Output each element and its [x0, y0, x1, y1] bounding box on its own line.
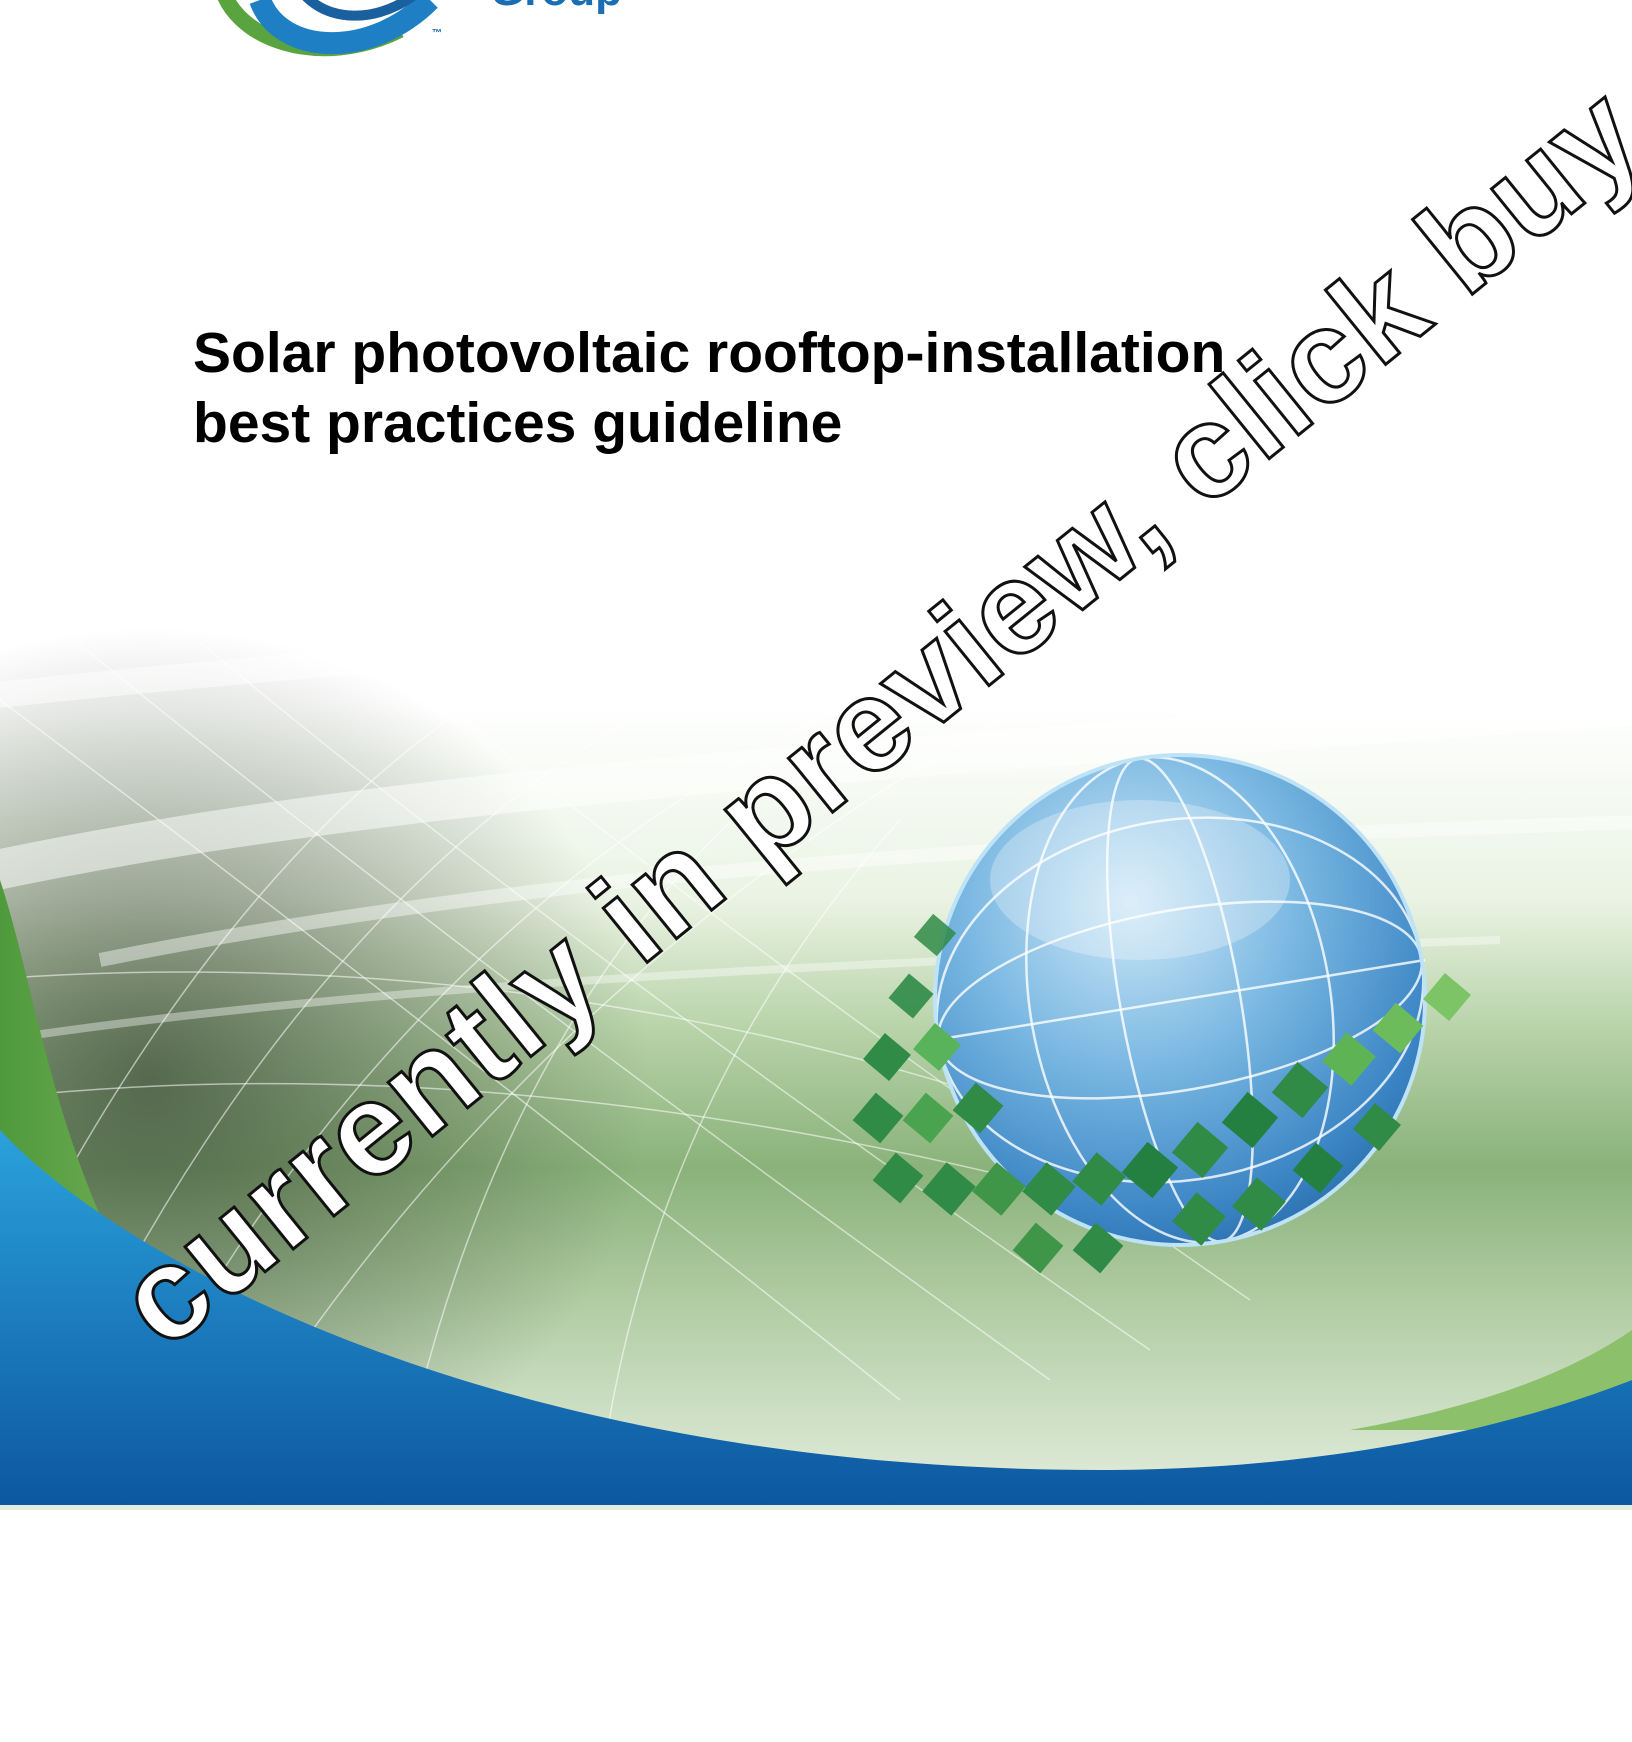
blue-wave-band [0, 1130, 1632, 1505]
group-logo [200, 0, 480, 70]
logo-emblem [218, 0, 438, 57]
document-title: Solar photovoltaic rooftop-installation … [193, 318, 1493, 458]
mesh-lines [0, 579, 1251, 1501]
logo-wordmark: Group [490, 0, 622, 16]
trademark-mark: ™ [432, 28, 442, 39]
title-line-2: best practices guideline [193, 391, 843, 455]
title-line-1: Solar photovoltaic rooftop-installation [193, 321, 1226, 385]
green-tiles [852, 913, 1471, 1274]
